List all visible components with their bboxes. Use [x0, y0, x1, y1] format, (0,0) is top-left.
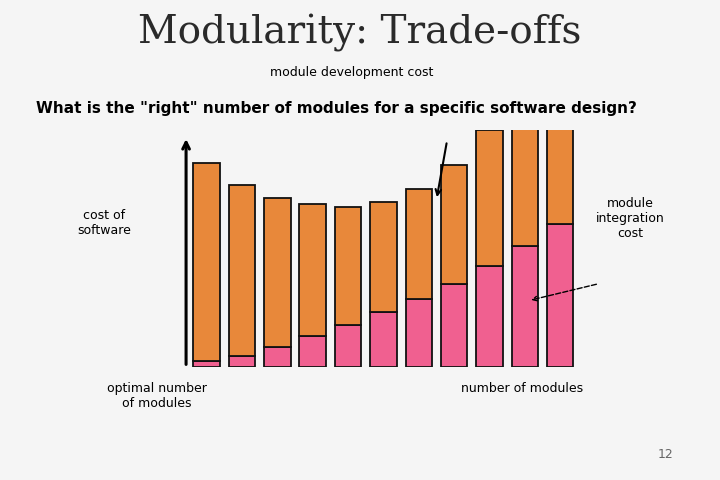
Bar — [476, 130, 503, 266]
Bar — [300, 204, 326, 336]
Bar — [264, 348, 291, 367]
Bar — [335, 206, 361, 325]
Bar — [405, 189, 432, 299]
Text: optimal number
of modules: optimal number of modules — [107, 382, 207, 409]
Bar — [547, 31, 573, 224]
Bar — [370, 312, 397, 367]
Text: number of modules: number of modules — [461, 382, 583, 395]
Bar — [512, 246, 538, 367]
Bar — [405, 299, 432, 367]
Bar — [441, 284, 467, 367]
Bar — [229, 185, 255, 356]
Bar — [476, 266, 503, 367]
Text: cost of
software: cost of software — [78, 209, 131, 237]
Text: What is the "right" number of modules for a specific software design?: What is the "right" number of modules fo… — [36, 101, 637, 116]
Bar — [547, 224, 573, 367]
Bar — [370, 202, 397, 312]
Bar — [512, 88, 538, 246]
Bar — [300, 336, 326, 367]
Text: 12: 12 — [657, 448, 673, 461]
Text: module
integration
cost: module integration cost — [595, 197, 665, 240]
Bar — [335, 325, 361, 367]
Bar — [229, 356, 255, 367]
Bar — [194, 163, 220, 360]
Text: module development cost: module development cost — [270, 66, 433, 79]
Bar — [264, 198, 291, 348]
Text: Modularity: Trade-offs: Modularity: Trade-offs — [138, 14, 582, 52]
Bar — [194, 360, 220, 367]
Bar — [441, 165, 467, 284]
